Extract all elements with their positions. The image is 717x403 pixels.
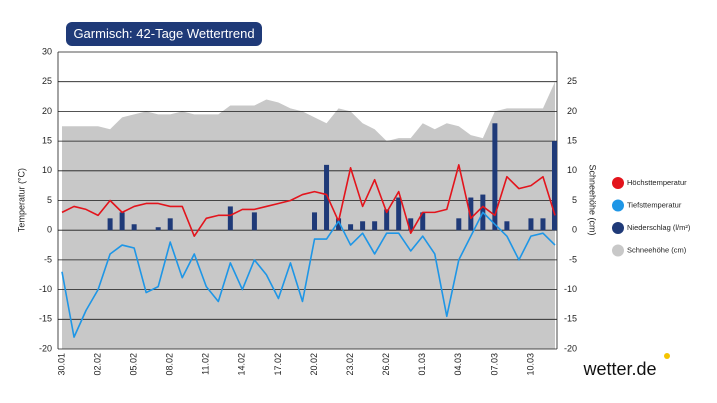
chart-title: Garmisch: 42-Tage Wettertrend: [73, 26, 254, 41]
precip-bar: [155, 227, 161, 231]
precip-bar: [167, 218, 173, 231]
precip-bar: [384, 209, 390, 231]
y2-tick-label: 25: [567, 76, 577, 86]
y2-tick-label: 5: [572, 195, 577, 205]
precip-bar: [227, 206, 233, 231]
y-tick-label: 5: [47, 195, 52, 205]
snow-area: [62, 81, 555, 349]
precip-bar: [131, 224, 137, 231]
y2-tick-label: -20: [564, 343, 577, 353]
y2-tick-label: 15: [567, 135, 577, 145]
precip-bar: [312, 212, 318, 231]
legend-label: Schneehöhe (cm): [627, 245, 687, 254]
y2-tick-label: 10: [567, 165, 577, 175]
x-tick-label: 11.02: [201, 353, 211, 375]
y-tick-label: 15: [42, 135, 52, 145]
legend-swatch: [612, 222, 624, 234]
y-tick-label: 25: [42, 76, 52, 86]
legend-swatch: [612, 199, 624, 212]
x-tick-label: 07.03: [489, 353, 499, 376]
y2-tick-label: -10: [564, 284, 577, 294]
precip-bar: [504, 221, 510, 231]
precip-bar: [324, 164, 330, 231]
temp-line: [61, 164, 556, 237]
legend-label: Niederschlag (l/m²): [627, 223, 691, 232]
x-tick-label: 05.02: [129, 353, 139, 376]
legend-label: Höchsttemperatur: [627, 178, 687, 187]
y-tick-label: -10: [39, 284, 52, 294]
y-tick-label: -15: [39, 314, 52, 324]
logo: wetter.de: [582, 359, 656, 379]
y-tick-label: -5: [44, 254, 52, 264]
precip-bar: [348, 224, 354, 231]
y-tick-label: -20: [39, 343, 52, 353]
y2-tick-label: -5: [569, 254, 577, 264]
y-tick-label: 10: [42, 165, 52, 175]
y2-tick-label: 20: [567, 106, 577, 116]
y-tick-label: 20: [42, 106, 52, 116]
x-tick-label: 10.03: [525, 353, 535, 376]
x-tick-label: 17.02: [273, 353, 283, 376]
x-tick-label: 23.02: [345, 353, 355, 376]
legend-label: Tiefsttemperatur: [627, 200, 682, 209]
precip-bar: [119, 212, 125, 231]
x-tick-label: 04.03: [453, 353, 463, 376]
x-tick-label: 08.02: [165, 353, 175, 376]
legend-swatch: [612, 177, 624, 189]
title-box: [66, 22, 262, 46]
legend-swatch: [612, 244, 624, 257]
precip-bar: [360, 221, 366, 231]
logo-dot: [664, 353, 670, 359]
precip-bar: [552, 141, 557, 231]
precip-bar: [456, 218, 462, 231]
y-tick-label: 30: [42, 46, 52, 56]
temp-line: [61, 211, 556, 338]
precip-bar: [372, 221, 378, 231]
x-tick-label: 30.01: [56, 353, 66, 376]
y2-axis-label: Schneehöhe (cm): [588, 164, 598, 235]
precip-bar: [336, 218, 342, 231]
x-tick-label: 14.02: [237, 353, 247, 376]
precip-bar: [408, 218, 414, 231]
precip-bar: [528, 218, 534, 231]
precip-bar: [468, 197, 474, 231]
x-tick-label: 02.02: [92, 353, 102, 376]
y2-tick-label: -15: [564, 314, 577, 324]
precip-bar: [396, 197, 402, 231]
y2-tick-label: 0: [572, 225, 577, 235]
precip-bar: [492, 123, 498, 231]
precip-bar: [420, 212, 426, 231]
precip-bar: [107, 218, 113, 231]
x-tick-label: 20.02: [309, 353, 319, 376]
y-tick-label: 0: [47, 225, 52, 235]
precip-bar: [251, 212, 257, 231]
x-tick-label: 26.02: [381, 353, 391, 376]
y-axis-label: Temperatur (°C): [16, 168, 26, 232]
x-tick-label: 01.03: [417, 353, 427, 376]
precip-bar: [540, 218, 546, 231]
